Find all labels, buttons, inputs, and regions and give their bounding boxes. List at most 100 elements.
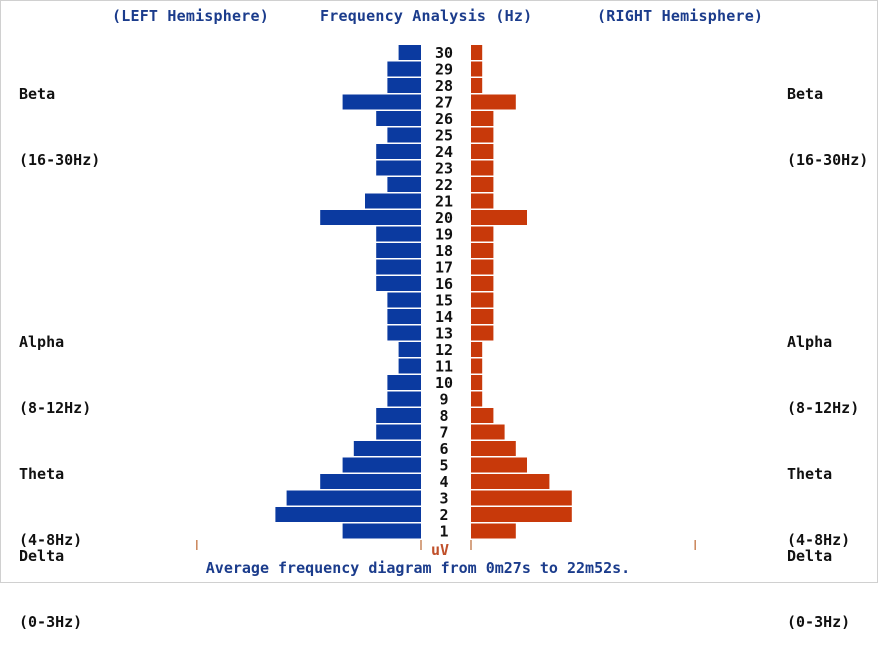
right-bar-7 [471, 424, 505, 440]
right-bar-29 [471, 61, 483, 77]
right-bar-16 [471, 276, 494, 291]
right-band-alpha-name: Alpha [787, 333, 833, 351]
right-band-theta: Theta (4-8Hz) [787, 419, 850, 573]
left-bar-16 [376, 276, 421, 291]
left-bar-5 [342, 457, 421, 473]
left-bar-15 [387, 292, 421, 308]
right-bar-6 [471, 441, 516, 456]
right-bar-13 [471, 325, 494, 341]
freq-label-6: 6 [439, 440, 448, 458]
left-bar-11 [398, 358, 421, 374]
freq-label-7: 7 [439, 424, 448, 442]
left-bar-18 [376, 243, 421, 258]
right-band-theta-name: Theta [787, 465, 833, 483]
right-bar-25 [471, 127, 494, 143]
left-bar-1 [342, 523, 421, 539]
left-bar-27 [342, 94, 421, 110]
freq-label-10: 10 [435, 374, 453, 392]
left-band-beta-name: Beta [19, 85, 56, 103]
freq-label-22: 22 [435, 176, 453, 194]
freq-label-9: 9 [439, 391, 448, 409]
right-bar-9 [471, 391, 483, 407]
right-band-beta-name: Beta [787, 85, 824, 103]
left-band-delta-name: Delta [19, 547, 65, 565]
left-bar-14 [387, 309, 421, 324]
right-bar-2 [471, 507, 572, 522]
freq-label-25: 25 [435, 127, 453, 145]
left-bar-8 [376, 408, 421, 423]
left-bar-26 [376, 111, 421, 126]
freq-label-2: 2 [439, 506, 448, 524]
freq-label-8: 8 [439, 407, 448, 425]
left-bar-2 [275, 507, 421, 522]
axis-ticks [196, 540, 696, 550]
right-band-delta-name: Delta [787, 547, 833, 565]
right-bar-10 [471, 375, 483, 390]
left-band-theta: Theta (4-8Hz) [19, 419, 82, 573]
frequency-labels: 1234567891011121314151617181920212223242… [435, 44, 453, 541]
freq-label-18: 18 [435, 242, 453, 260]
right-bar-14 [471, 309, 494, 324]
freq-label-29: 29 [435, 61, 453, 79]
right-bar-18 [471, 243, 494, 258]
right-hemisphere-label: (RIGHT Hemisphere) [597, 7, 764, 25]
left-bar-29 [387, 61, 421, 77]
left-bar-6 [353, 441, 421, 456]
freq-label-27: 27 [435, 94, 453, 112]
left-bar-19 [376, 226, 421, 242]
freq-label-17: 17 [435, 259, 453, 277]
left-band-beta: Beta (16-30Hz) [19, 39, 100, 193]
left-bar-22 [387, 177, 421, 192]
left-band-delta-range: (0-3Hz) [19, 613, 83, 631]
right-bar-30 [471, 45, 483, 60]
right-bar-23 [471, 160, 494, 176]
right-bar-28 [471, 78, 483, 93]
left-band-alpha-range: (8-12Hz) [19, 399, 92, 417]
freq-label-23: 23 [435, 160, 453, 178]
freq-label-20: 20 [435, 209, 453, 227]
right-bar-21 [471, 193, 494, 209]
right-bar-1 [471, 523, 516, 539]
freq-label-13: 13 [435, 325, 453, 343]
freq-label-16: 16 [435, 275, 453, 293]
freq-label-28: 28 [435, 77, 453, 95]
left-bar-25 [387, 127, 421, 143]
left-hemisphere-bars [275, 45, 421, 539]
right-bar-12 [471, 342, 483, 357]
right-band-theta-range: (4-8Hz) [787, 531, 851, 549]
freq-label-12: 12 [435, 341, 453, 359]
right-band-beta: Beta (16-30Hz) [787, 39, 868, 193]
left-bar-9 [387, 391, 421, 407]
right-bar-17 [471, 259, 494, 275]
left-bar-21 [365, 193, 421, 209]
right-band-alpha-range: (8-12Hz) [787, 399, 860, 417]
left-bar-13 [387, 325, 421, 341]
chart-title: Frequency Analysis (Hz) [320, 7, 533, 25]
freq-label-19: 19 [435, 226, 453, 244]
left-bar-24 [376, 144, 421, 159]
right-bar-24 [471, 144, 494, 159]
right-bar-20 [471, 210, 527, 225]
freq-label-24: 24 [435, 143, 453, 161]
right-bar-15 [471, 292, 494, 308]
right-bar-22 [471, 177, 494, 192]
right-bar-26 [471, 111, 494, 126]
footer-caption: Average frequency diagram from 0m27s to … [205, 559, 631, 577]
left-bar-3 [286, 490, 421, 506]
left-band-theta-range: (4-8Hz) [19, 531, 83, 549]
right-band-beta-range: (16-30Hz) [787, 151, 869, 169]
left-bar-10 [387, 375, 421, 390]
left-bar-28 [387, 78, 421, 93]
freq-label-11: 11 [435, 358, 453, 376]
left-bar-23 [376, 160, 421, 176]
right-hemisphere-bars [471, 45, 572, 539]
left-bar-7 [376, 424, 421, 440]
freq-label-14: 14 [435, 308, 453, 326]
left-hemisphere-label: (LEFT Hemisphere) [112, 7, 269, 25]
left-band-alpha-name: Alpha [19, 333, 65, 351]
freq-label-15: 15 [435, 292, 453, 310]
left-bar-17 [376, 259, 421, 275]
left-band-theta-name: Theta [19, 465, 65, 483]
left-bar-30 [398, 45, 421, 60]
unit-label: uV [431, 541, 449, 559]
